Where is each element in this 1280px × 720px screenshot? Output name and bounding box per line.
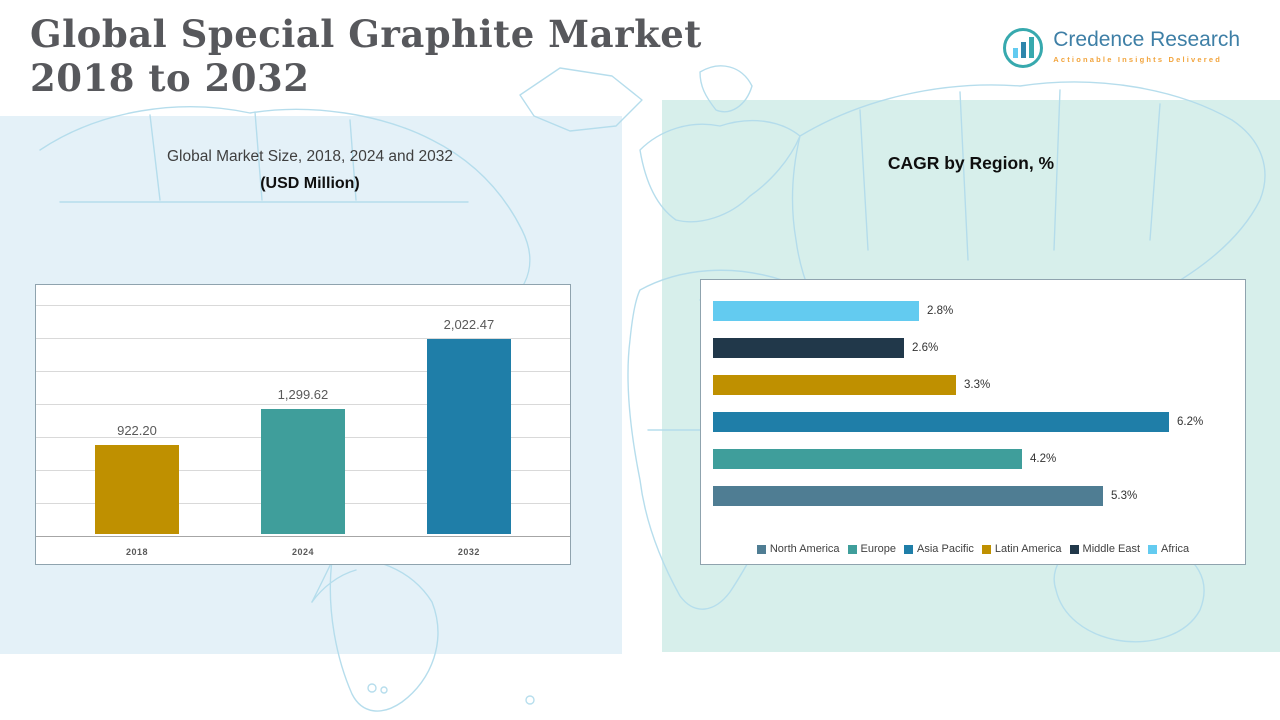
- cagr-bar-africa: [713, 300, 919, 321]
- bar-value-label: 922.20: [117, 423, 157, 438]
- legend-label: Europe: [860, 543, 897, 555]
- cagr-bar-europe: [713, 448, 1022, 469]
- market-size-column: 922.20: [54, 423, 220, 534]
- market-size-column: 1,299.62: [220, 387, 386, 534]
- market-size-bar-2032: [426, 339, 511, 534]
- legend-swatch: [756, 544, 766, 554]
- market-size-bar-2024: [260, 409, 345, 534]
- cagr-bar-asia-pacific: [713, 411, 1169, 432]
- cagr-row: 4.2%: [713, 440, 1237, 477]
- cagr-row: 5.3%: [713, 477, 1237, 514]
- cagr-value-label: 6.2%: [1177, 415, 1204, 428]
- cagr-value-label: 4.2%: [1030, 452, 1057, 465]
- cagr-value-label: 3.3%: [964, 378, 991, 391]
- cagr-value-label: 5.3%: [1111, 489, 1138, 502]
- page-title-line1: Global Special Graphite Market: [30, 12, 702, 56]
- market-size-plot: 922.20 1,299.62 2,022.47: [54, 305, 552, 534]
- cagr-bar-latin-america: [713, 374, 956, 395]
- market-size-column: 2,022.47: [386, 317, 552, 534]
- cagr-row: 2.6%: [713, 329, 1237, 366]
- bar-value-label: 2,022.47: [443, 317, 495, 332]
- x-axis-label: 2032: [457, 547, 480, 557]
- legend-swatch: [847, 544, 857, 554]
- x-axis-label: 2018: [125, 547, 148, 557]
- bar-value-label: 1,299.62: [277, 387, 329, 402]
- cagr-bar-middle-east: [713, 337, 904, 358]
- legend-item-north-america: North America: [756, 543, 840, 555]
- cagr-row: 6.2%: [713, 403, 1237, 440]
- x-axis-label: 2024: [291, 547, 314, 557]
- page-title-line2: 2018 to 2032: [30, 56, 310, 101]
- bar-chart-logo-icon: [1003, 28, 1044, 68]
- market-size-title-line2: (USD Million): [260, 175, 360, 192]
- legend-label: Middle East: [1082, 543, 1141, 555]
- legend-label: Latin America: [994, 543, 1062, 555]
- legend-label: North America: [769, 543, 840, 555]
- cagr-chart-title: CAGR by Region, %: [887, 153, 1055, 173]
- legend-item-middle-east: Middle East: [1069, 543, 1141, 555]
- x-axis-line: [36, 536, 570, 537]
- page-title: Global Special Graphite Market 2018 to 2…: [30, 12, 702, 101]
- legend-item-latin-america: Latin America: [981, 543, 1062, 555]
- market-size-bar-2018: [94, 445, 179, 534]
- legend-swatch: [1069, 544, 1079, 554]
- legend-label: Asia Pacific: [917, 543, 974, 555]
- market-size-chart-title: Global Market Size, 2018, 2024 and 2032 …: [0, 148, 620, 193]
- cagr-value-label: 2.6%: [912, 341, 939, 354]
- cagr-legend: North America Europe Asia Pacific Latin Ame…: [701, 543, 1245, 555]
- logo-brand-name: Credence Research: [1053, 28, 1240, 51]
- legend-label: Africa: [1161, 543, 1190, 555]
- legend-swatch: [904, 544, 914, 554]
- cagr-chart: 2.8% 2.6% 3.3% 6.2% 4.2% 5.3% North America Eu…: [700, 279, 1246, 565]
- legend-swatch: [981, 544, 991, 554]
- market-size-title-line1: Global Market Size, 2018, 2024 and 2032: [166, 148, 454, 165]
- logo-tagline: Actionable Insights Delivered: [1053, 55, 1223, 64]
- legend-item-africa: Africa: [1148, 543, 1189, 555]
- market-size-chart: 922.20 1,299.62 2,022.47 2018 2024 2032: [35, 284, 571, 565]
- legend-item-asia-pacific: Asia Pacific: [904, 543, 974, 555]
- cagr-rows: 2.8% 2.6% 3.3% 6.2% 4.2% 5.3%: [713, 292, 1237, 514]
- cagr-value-label: 2.8%: [927, 304, 954, 317]
- credence-research-logo: Credence Research Actionable Insights De…: [1003, 28, 1240, 68]
- cagr-bar-north-america: [713, 485, 1103, 506]
- legend-swatch: [1148, 544, 1158, 554]
- cagr-row: 2.8%: [713, 292, 1237, 329]
- cagr-row: 3.3%: [713, 366, 1237, 403]
- legend-item-europe: Europe: [847, 543, 897, 555]
- market-size-x-axis: 2018 2024 2032: [54, 547, 552, 557]
